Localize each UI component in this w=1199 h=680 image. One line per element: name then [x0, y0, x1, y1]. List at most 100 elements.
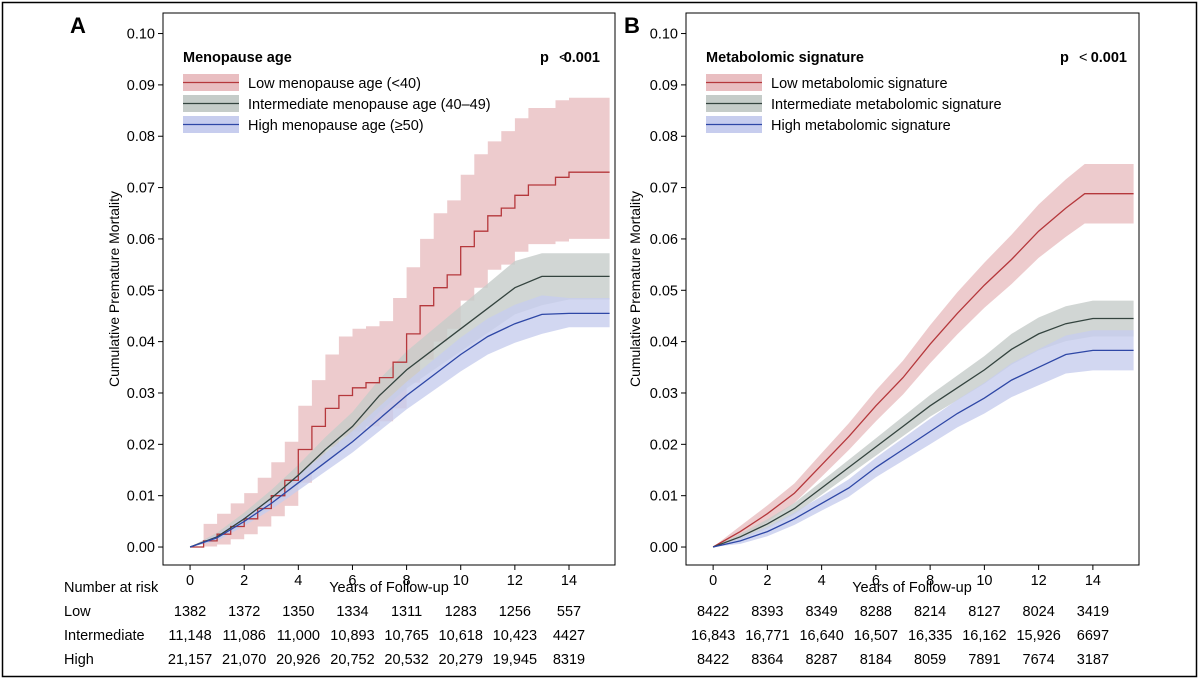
y-tick-label-a: 0.09: [127, 78, 155, 94]
ci-bands-a: [190, 97, 610, 548]
risk-row-label-high: High: [64, 652, 94, 668]
y-tick-label-a: 0.02: [127, 437, 155, 453]
risk-cell-high-a: 8319: [553, 652, 585, 668]
risk-cell-high-b: 7891: [968, 652, 1000, 668]
risk-cell-low-b: 8349: [805, 604, 837, 620]
risk-cell-intermediate-b: 16,771: [745, 628, 789, 644]
risk-cell-low-b: 8024: [1023, 604, 1055, 620]
risk-cell-high-a: 20,926: [276, 652, 320, 668]
risk-cell-low-a: 1256: [499, 604, 531, 620]
risk-cell-low-a: 557: [557, 604, 581, 620]
risk-cell-intermediate-a: 10,423: [493, 628, 537, 644]
x-axis-b: 0 2 4 6 8 10 12 14: [709, 565, 1101, 589]
y-tick-label-b: 0.04: [650, 335, 678, 351]
x-tick-label-b: 6: [872, 573, 880, 589]
risk-row-label-intermediate: Intermediate: [64, 628, 145, 644]
p-operator-a: <: [559, 50, 567, 66]
risk-cell-low-a: 1350: [282, 604, 314, 620]
legend-text-intermediate-b: Intermediate metabolomic signature: [771, 97, 1002, 113]
risk-cell-intermediate-b: 16,640: [799, 628, 843, 644]
risk-cell-intermediate-b: 16,335: [908, 628, 952, 644]
risk-cell-high-a: 21,070: [222, 652, 266, 668]
risk-cell-high-a: 20,279: [439, 652, 483, 668]
risk-cell-low-a: 1311: [391, 604, 422, 620]
risk-table-a: 1382 1372 1350 1334 1311 1283 1256 557 11,148 11,…: [168, 604, 585, 668]
ci-band-low-b: [713, 164, 1134, 547]
y-tick-label-a: 0.00: [127, 540, 155, 556]
risk-cell-low-b: 8393: [751, 604, 783, 620]
p-number-a: 0.001: [564, 50, 600, 66]
risk-cell-low-b: 8127: [968, 604, 1000, 620]
y-tick-label-b: 0.00: [650, 540, 678, 556]
risk-cell-low-a: 1382: [174, 604, 206, 620]
risk-cell-high-b: 7674: [1023, 652, 1055, 668]
y-tick-label-a: 0.04: [127, 335, 155, 351]
y-tick-label-b: 0.07: [650, 181, 678, 197]
curve-low-a: [190, 171, 610, 548]
y-tick-label-a: 0.01: [127, 489, 155, 505]
y-tick-label-b: 0.02: [650, 437, 678, 453]
risk-cell-high-b: 8184: [860, 652, 892, 668]
ci-band-high-b: [713, 330, 1134, 547]
y-tick-label-a: 0.07: [127, 181, 155, 197]
y-tick-label-b: 0.08: [650, 129, 678, 145]
risk-cell-high-b: 8422: [697, 652, 729, 668]
x-tick-label-b: 2: [763, 573, 771, 589]
y-tick-label-a: 0.08: [127, 129, 155, 145]
x-tick-label-a: 8: [403, 573, 411, 589]
risk-cell-intermediate-b: 16,507: [854, 628, 898, 644]
plot-area-a: [162, 12, 616, 566]
x-tick-label-a: 6: [348, 573, 356, 589]
risk-table-header: Number at risk: [64, 580, 159, 596]
legend-text-low-b: Low metabolomic signature: [771, 76, 948, 92]
curves-a: [189, 171, 610, 548]
ci-band-high-a: [190, 295, 610, 547]
y-tick-label-a: 0.05: [127, 283, 155, 299]
y-tick-label-b: 0.06: [650, 232, 678, 248]
y-axis-b: 0.00 0.01 0.02 0.03 0.04 0.05 0.06 0.07 0.08 0.09…: [650, 27, 686, 556]
risk-cell-low-a: 1334: [336, 604, 368, 620]
p-value-a: p < 0.001: [540, 50, 600, 66]
risk-cell-low-b: 8288: [860, 604, 892, 620]
legend-a: Low menopause age (<40) Intermediate men…: [183, 74, 491, 134]
y-axis-a: 0.00 0.01 0.02 0.03 0.04 0.05 0.06 0.07 0.08 0.09…: [127, 27, 163, 556]
y-tick-label-b: 0.09: [650, 78, 678, 94]
legend-text-high-b: High metabolomic signature: [771, 118, 951, 134]
curve-intermediate-b: [712, 317, 1134, 548]
risk-cell-intermediate-a: 10,893: [330, 628, 374, 644]
x-tick-label-a: 2: [240, 573, 248, 589]
legend-text-high-a: High menopause age (≥50): [248, 118, 424, 134]
risk-cell-high-b: 8059: [914, 652, 946, 668]
legend-text-low-a: Low menopause age (<40): [248, 76, 421, 92]
x-tick-label-b: 0: [709, 573, 717, 589]
curve-high-a: [189, 312, 610, 548]
risk-cell-high-a: 21,157: [168, 652, 212, 668]
x-tick-label-a: 14: [561, 573, 577, 589]
plot-area-b: [685, 12, 1140, 566]
ci-band-intermediate-a: [190, 253, 610, 548]
x-tick-label-b: 10: [976, 573, 992, 589]
p-operator-b: <: [1079, 50, 1087, 66]
y-tick-label-a: 0.10: [127, 27, 155, 43]
risk-cell-intermediate-a: 11,086: [223, 628, 266, 644]
risk-cell-high-a: 20,532: [384, 652, 428, 668]
risk-cell-low-b: 8422: [697, 604, 729, 620]
curve-high-b: [712, 349, 1134, 548]
x-axis-a: 0 2 4 6 8 10 12 14: [186, 565, 577, 589]
risk-cell-high-b: 8364: [751, 652, 783, 668]
risk-cell-intermediate-a: 11,148: [168, 628, 211, 644]
y-tick-label-b: 0.05: [650, 283, 678, 299]
x-tick-label-b: 12: [1031, 573, 1047, 589]
legend-title-b: Metabolomic signature: [706, 50, 864, 66]
p-label-a: p: [540, 50, 549, 66]
x-tick-label-b: 14: [1085, 573, 1101, 589]
risk-cell-intermediate-a: 10,618: [439, 628, 483, 644]
risk-cell-intermediate-b: 15,926: [1016, 628, 1060, 644]
risk-cell-low-a: 1283: [445, 604, 477, 620]
risk-cell-intermediate-b: 16,843: [691, 628, 735, 644]
curve-low-b: [712, 193, 1134, 548]
ci-band-intermediate-b: [713, 300, 1134, 547]
risk-cell-high-a: 19,945: [493, 652, 537, 668]
risk-cell-intermediate-b: 6697: [1077, 628, 1109, 644]
y-tick-label-b: 0.10: [650, 27, 678, 43]
